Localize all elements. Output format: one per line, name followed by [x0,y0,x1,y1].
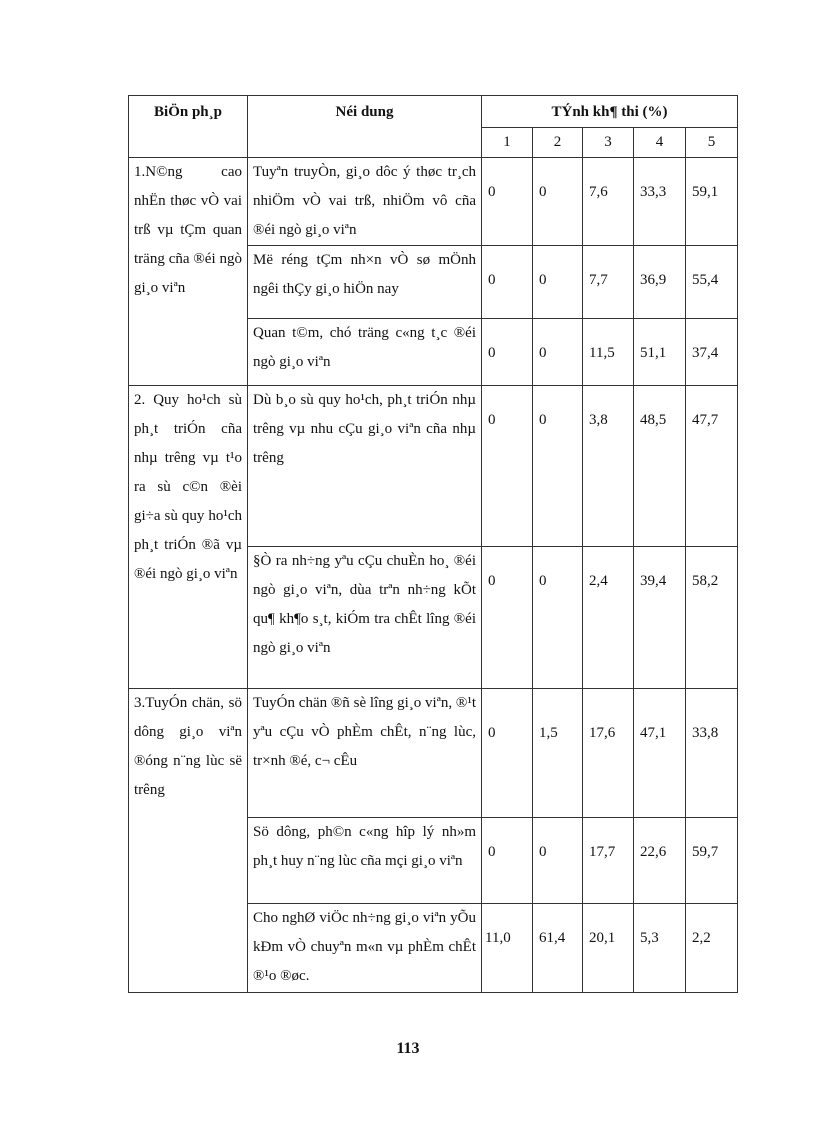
value-cell: 58,2 [684,546,739,689]
value-cell: 0 [532,546,583,689]
measure-cell: 2. Quy ho¹ch sù ph¸t triÓn cña nhµ trêng… [128,385,248,689]
value-cell: 0 [481,245,533,319]
content-cell: Dù b¸o sù quy ho¹ch, ph¸t triÓn nhµ trên… [247,385,482,547]
header-level: 5 [684,127,739,158]
value-cell: 17,6 [582,688,634,818]
value-cell: 33,8 [684,688,739,818]
table-row: Më réng tÇm nh×n vÒ sø mÖnh ngêi thÇy gi… [129,245,739,319]
value-cell: 0 [481,817,533,904]
measure-cell: 1.N©ng cao nhËn thøc vÒ vai trß vµ tÇm q… [128,157,248,386]
content-cell: Quan t©m, chó träng c«ng t¸c ®éi ngò gi¸… [247,318,482,386]
table-row: Quan t©m, chó träng c«ng t¸c ®éi ngò gi¸… [129,318,739,386]
value-cell: 2,2 [684,903,739,993]
value-cell: 2,4 [582,546,634,689]
value-cell: 11,5 [582,318,634,386]
value-cell: 0 [532,817,583,904]
header-level: 4 [633,127,686,158]
value-cell: 0 [532,385,583,547]
value-cell: 11,0 [481,903,533,993]
value-cell: 48,5 [633,385,686,547]
content-cell: Më réng tÇm nh×n vÒ sø mÖnh ngêi thÇy gi… [247,245,482,319]
header-level: 2 [532,127,583,158]
value-cell: 61,4 [532,903,583,993]
value-cell: 0 [532,157,583,246]
content-cell: Cho nghØ viÖc nh÷ng gi¸o viªn yÕu kÐm vÒ… [247,903,482,993]
value-cell: 0 [481,318,533,386]
value-cell: 0 [532,318,583,386]
value-cell: 3,8 [582,385,634,547]
value-cell: 47,7 [684,385,739,547]
content-cell: Sö dông, ph©n c«ng hîp lý nh»m ph¸t huy … [247,817,482,904]
content-cell: Tuyªn truyÒn, gi¸o dôc ý thøc tr¸ch nhiÖ… [247,157,482,246]
table-row: §Ò ra nh÷ng yªu cÇu chuÈn ho¸ ®éi ngò gi… [129,546,739,689]
table-row: 1.N©ng cao nhËn thøc vÒ vai trß vµ tÇm q… [128,157,739,386]
page-number: 113 [396,1040,420,1057]
value-cell: 37,4 [684,318,739,386]
feasibility-table: BiÖn ph¸p Néi dung TÝnh kh¶ thi (%) 1 2 … [128,95,739,993]
value-cell: 0 [481,688,533,818]
header-measure: BiÖn ph¸p [128,95,248,158]
value-cell: 7,7 [582,245,634,319]
value-cell: 1,5 [532,688,583,818]
value-cell: 17,7 [582,817,634,904]
table-row: 3.TuyÓn chän, sö dông gi¸o viªn ®óng n¨n… [128,688,739,993]
table-row: Cho nghØ viÖc nh÷ng gi¸o viªn yÕu kÐm vÒ… [129,903,739,993]
value-cell: 55,4 [684,245,739,319]
value-cell: 51,1 [633,318,686,386]
value-cell: 22,6 [633,817,686,904]
header-content: Néi dung [247,95,482,158]
value-cell: 5,3 [633,903,686,993]
value-cell: 33,3 [633,157,686,246]
value-cell: 39,4 [633,546,686,689]
value-cell: 59,7 [684,817,739,904]
value-cell: 0 [481,385,533,547]
table-row: 2. Quy ho¹ch sù ph¸t triÓn cña nhµ trêng… [128,385,739,689]
value-cell: 20,1 [582,903,634,993]
content-cell: §Ò ra nh÷ng yªu cÇu chuÈn ho¸ ®éi ngò gi… [247,546,482,689]
value-cell: 0 [481,157,533,246]
header-feasibility: TÝnh kh¶ thi (%) [480,95,739,128]
value-cell: 59,1 [684,157,739,246]
value-cell: 7,6 [582,157,634,246]
table-row: Sö dông, ph©n c«ng hîp lý nh»m ph¸t huy … [129,817,739,904]
header-level: 1 [481,127,533,158]
measure-cell: 3.TuyÓn chän, sö dông gi¸o viªn ®óng n¨n… [128,688,248,993]
header-level: 3 [582,127,634,158]
value-cell: 0 [481,546,533,689]
value-cell: 36,9 [633,245,686,319]
value-cell: 0 [532,245,583,319]
value-cell: 47,1 [633,688,686,818]
content-cell: TuyÓn chän ®ñ sè lîng gi¸o viªn, ®¹t yªu… [247,688,482,818]
